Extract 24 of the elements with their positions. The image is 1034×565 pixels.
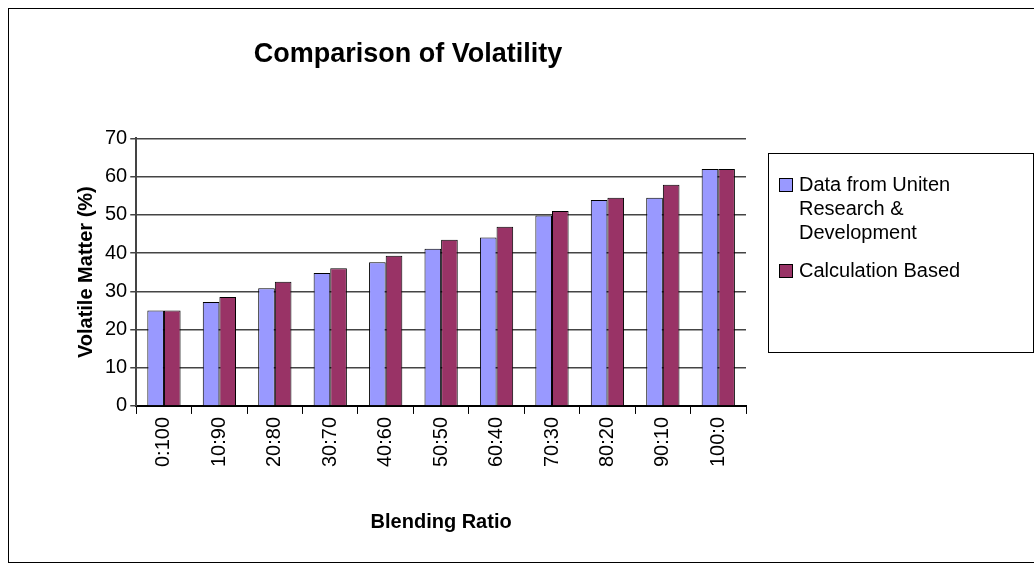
y-tick-label: 0 [116, 393, 128, 416]
chart-title: Comparison of Volatility [253, 37, 563, 68]
x-axis-title: Blending Ratio [370, 509, 512, 532]
x-tick-label: 90:10 [650, 416, 673, 468]
y-tick-label: 10 [105, 355, 128, 378]
y-tick-label: 40 [105, 240, 128, 263]
y-tick-label: 20 [105, 317, 128, 340]
x-tick-label: 10:90 [206, 416, 229, 468]
x-tick-label: 40:60 [373, 416, 396, 468]
x-tick-label: 0:100 [151, 416, 174, 468]
x-tick-label: 70:30 [539, 416, 562, 468]
x-tick-label: 60:40 [484, 416, 507, 468]
x-tick-label: 100:0 [705, 416, 728, 468]
y-tick-label: 70 [105, 125, 128, 148]
y-tick-label: 30 [105, 278, 128, 301]
x-tick-label: 80:20 [594, 416, 617, 468]
legend-label: Calculation Based [799, 258, 961, 282]
y-tick-label: 50 [105, 202, 128, 225]
x-tick-label: 50:50 [428, 416, 451, 468]
y-axis-title: Volatile Matter (%) [73, 186, 96, 359]
x-tick-label: 30:70 [317, 416, 340, 468]
y-tick-label: 60 [105, 164, 128, 187]
legend-label: Data from Uniten Research & Development [799, 172, 952, 244]
x-tick-label: 20:80 [262, 416, 285, 468]
